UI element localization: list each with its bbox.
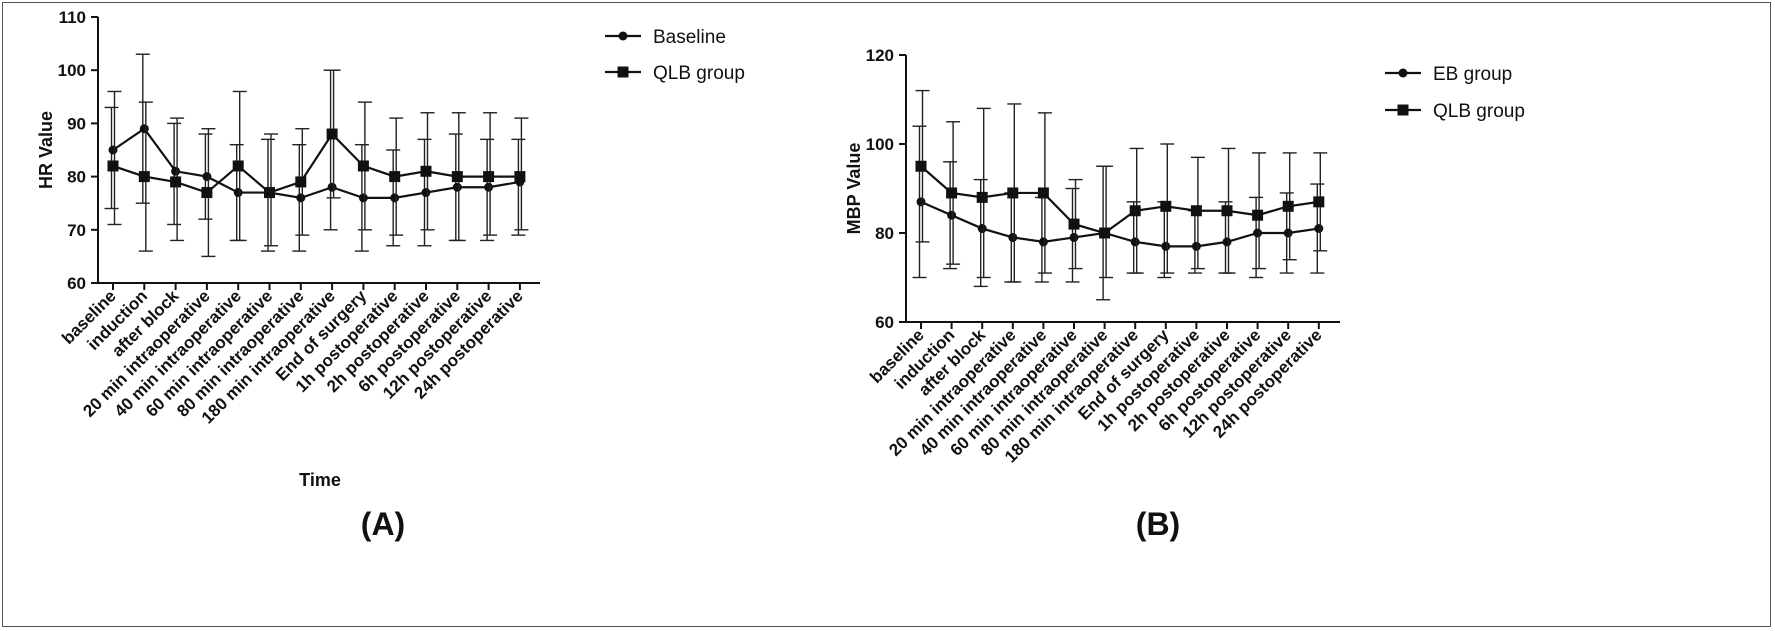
data-point-square (1160, 200, 1172, 212)
y-tick-label: 80 (875, 224, 894, 243)
data-point-square (1099, 227, 1111, 239)
data-point-circle (484, 182, 494, 192)
data-point-circle (1161, 241, 1171, 251)
y-tick-label: 120 (866, 46, 894, 65)
data-point-circle (1008, 232, 1018, 242)
data-point-square (264, 187, 275, 199)
legend-marker (1398, 68, 1408, 78)
x-axis-title: Time (299, 470, 341, 490)
data-point-circle (1191, 241, 1201, 251)
y-tick-label: 60 (67, 274, 86, 293)
data-point-square (389, 171, 401, 183)
data-point-circle (358, 193, 368, 203)
legend-label: QLB group (653, 63, 745, 84)
data-point-square (232, 160, 244, 172)
data-point-circle (108, 145, 118, 155)
data-point-square (1252, 209, 1264, 221)
data-point-square (946, 187, 958, 199)
legend-marker (617, 66, 629, 78)
data-point-circle (1283, 228, 1293, 238)
y-tick-label: 60 (875, 313, 894, 332)
y-tick-label: 80 (67, 168, 86, 187)
data-point-circle (947, 210, 957, 220)
data-point-square (1313, 196, 1325, 208)
data-point-circle (1314, 224, 1324, 234)
data-point-circle (421, 188, 431, 198)
panel-label: (B) (1136, 506, 1180, 542)
data-point-square (1282, 200, 1294, 212)
series-line (920, 200, 1319, 248)
data-point-square (295, 176, 307, 188)
data-point-circle (1253, 228, 1263, 238)
data-point-circle (202, 172, 212, 182)
data-point-square (451, 171, 463, 183)
data-point-square (357, 160, 369, 172)
legend-label: EB group (1433, 64, 1512, 85)
data-point-square (326, 128, 338, 140)
series-2 (107, 69, 529, 258)
data-point-square (1068, 218, 1080, 230)
data-point-square (1007, 187, 1019, 199)
data-point-square (483, 171, 495, 183)
data-point-circle (233, 188, 243, 198)
data-point-square (170, 176, 182, 188)
legend-label: QLB group (1433, 101, 1525, 122)
data-point-circle (139, 124, 149, 134)
series-1 (912, 125, 1325, 301)
data-point-square (514, 171, 526, 183)
y-axis-title: HR Value (36, 111, 56, 189)
data-point-circle (977, 224, 987, 234)
data-point-square (976, 191, 988, 203)
panel-label: (A) (361, 506, 405, 542)
data-point-square (1129, 205, 1141, 217)
series-line (112, 127, 521, 200)
legend-label: Baseline (653, 27, 726, 48)
series-1 (104, 53, 526, 252)
y-tick-label: 100 (866, 135, 894, 154)
data-point-square (107, 160, 119, 172)
legend-marker (618, 31, 628, 41)
y-tick-label: 90 (67, 114, 86, 133)
y-tick-label: 100 (58, 61, 86, 80)
y-tick-label: 110 (59, 8, 86, 27)
data-point-square (915, 160, 927, 172)
data-point-circle (452, 182, 462, 192)
data-point-square (1221, 205, 1233, 217)
data-point-circle (1130, 237, 1140, 247)
data-point-circle (916, 197, 926, 207)
data-point-circle (327, 182, 337, 192)
data-point-square (201, 187, 213, 199)
data-point-circle (1069, 232, 1079, 242)
y-axis-title: MBP Value (844, 143, 864, 235)
data-point-square (138, 171, 150, 183)
data-point-square (1190, 205, 1202, 217)
data-point-circle (296, 193, 306, 203)
y-tick-label: 70 (67, 221, 86, 240)
data-point-square (420, 165, 432, 177)
data-point-circle (1222, 237, 1232, 247)
data-point-square (1037, 187, 1049, 199)
legend-marker (1397, 104, 1409, 116)
data-point-circle (1038, 237, 1048, 247)
data-point-circle (390, 193, 400, 203)
data-point-circle (171, 166, 181, 176)
series-2 (915, 89, 1328, 283)
